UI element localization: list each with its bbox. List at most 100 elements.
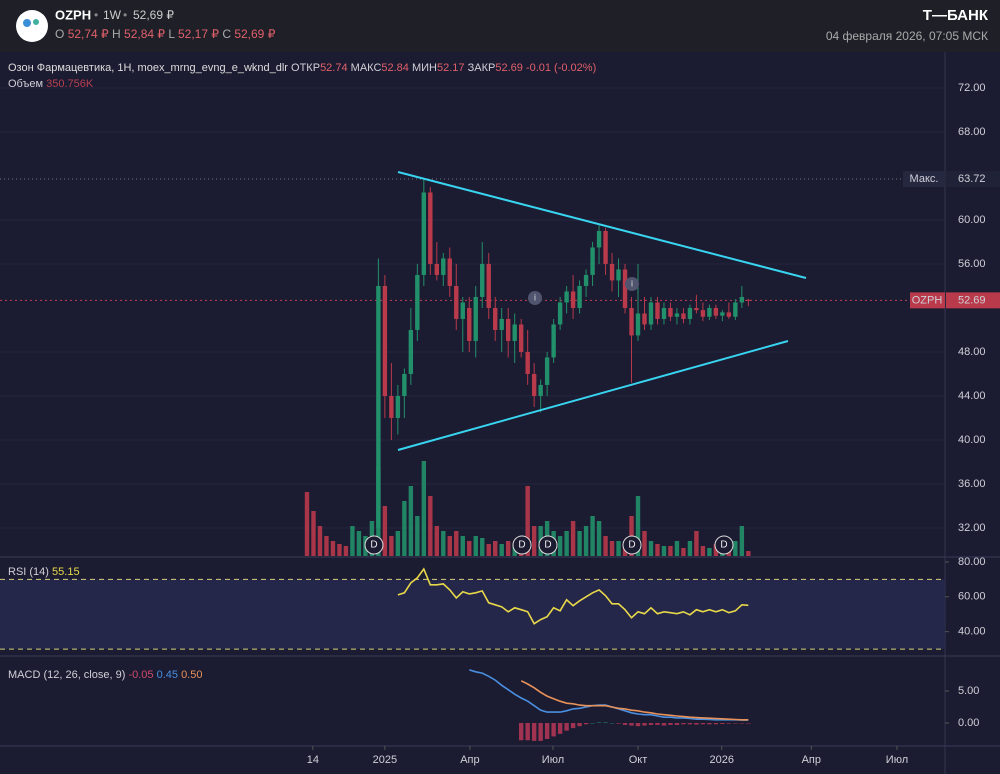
volume-bar	[668, 546, 673, 556]
candle-body	[402, 373, 407, 396]
candle-body	[467, 307, 472, 341]
info-marker[interactable]	[625, 277, 639, 291]
macd-histogram-bar	[570, 722, 576, 729]
candle-body	[551, 324, 556, 358]
brand: Т—БАНК	[923, 7, 989, 24]
y-tick-label: 60.00	[958, 214, 986, 226]
macd-hist-value: -0.05	[128, 669, 153, 681]
macd-histogram-bar	[700, 722, 706, 725]
volume-bar	[454, 531, 459, 556]
marks: 32.00 36.00 40.00 44.00 48.00 56.00 60.00 68.00…	[0, 82, 1000, 766]
macd-histogram-bar	[603, 722, 608, 723]
macd-histogram-bar	[726, 722, 732, 724]
volume-bar	[577, 531, 582, 556]
volume-bar	[389, 536, 394, 556]
volume-bar	[590, 516, 595, 556]
macd-histogram-bar	[635, 722, 641, 727]
last-value: 52.69	[958, 294, 986, 306]
volume-bar	[493, 541, 498, 556]
rsi-line	[397, 567, 749, 625]
dividend-marker[interactable]	[512, 535, 532, 555]
candle-body	[499, 318, 504, 330]
candle-body	[674, 313, 680, 317]
candle-body	[596, 230, 602, 248]
macd-histogram-bar	[674, 722, 680, 725]
macd-histogram-bar	[590, 722, 595, 724]
y-tick-label: 56.00	[958, 258, 986, 270]
trendline	[397, 340, 789, 451]
candle-body	[616, 269, 621, 281]
rsi-tick-label: 60.00	[958, 591, 986, 603]
last-value-box	[946, 292, 1000, 309]
macd-histogram-bar	[661, 722, 667, 726]
candle-body	[629, 307, 634, 336]
volume-bar	[350, 526, 355, 556]
dividend-marker[interactable]	[364, 535, 384, 555]
macd-histogram-bar	[707, 722, 712, 725]
y-tick-label: 48.00	[958, 346, 986, 358]
dividend-marker[interactable]	[538, 535, 558, 555]
interval: 1W	[103, 8, 122, 22]
macd-histogram-bar	[544, 722, 550, 739]
macd-histogram-bar	[564, 722, 569, 731]
macd-legend: MACD (12, 26, close, 9) -0.05 0.45 0.50	[8, 669, 202, 681]
macd-histogram-bar	[609, 722, 615, 724]
macd-histogram-bar	[668, 722, 673, 725]
rsi-last: 55.15	[52, 566, 80, 578]
macd-histogram-bar	[616, 722, 621, 724]
candle-body	[480, 263, 485, 297]
candle-body	[609, 263, 615, 281]
volume-bar	[687, 541, 693, 556]
volume-bar	[596, 521, 602, 556]
macd-histogram-bar	[655, 722, 660, 725]
candle-body	[447, 258, 452, 286]
volume-bar	[499, 544, 504, 556]
legend-value: 52.84	[381, 62, 409, 74]
info-text: i	[631, 278, 633, 288]
candle-body	[746, 299, 751, 301]
dividend-marker[interactable]	[714, 535, 734, 555]
dividend-marker[interactable]	[622, 535, 642, 555]
volume-bar	[609, 541, 615, 556]
macd-histogram-bar	[739, 722, 745, 724]
legend-value: 52.74	[320, 62, 348, 74]
candle-body	[570, 291, 576, 308]
x-tick-label: Июл	[542, 754, 564, 766]
legend-change: -0.01 (-0.02%)	[526, 62, 596, 74]
candle-body	[661, 307, 667, 319]
candle-body	[564, 291, 569, 303]
volume-bar	[467, 541, 472, 556]
logo-dot	[33, 19, 39, 25]
candle-body	[473, 296, 478, 341]
candle-body	[454, 285, 459, 319]
volume-bar	[441, 531, 446, 556]
candle-body	[382, 285, 388, 396]
macd-histogram-bar	[642, 722, 647, 726]
volume-bar	[661, 546, 667, 556]
datetime: 04 февраля 2026, 07:05 МСК	[826, 29, 988, 43]
x-tick-label: Июл	[886, 754, 908, 766]
candle-body	[726, 312, 732, 317]
volume-bar	[733, 541, 738, 556]
volume-bar	[415, 516, 420, 556]
dividend-text: D	[370, 540, 377, 551]
macd-title: MACD (12, 26, close, 9)	[8, 669, 125, 681]
volume-bar	[746, 550, 751, 556]
volume-bar	[557, 536, 563, 556]
last-label-box	[910, 292, 945, 309]
volume-bar	[713, 544, 719, 556]
volume-bar	[304, 492, 310, 556]
candle-body	[460, 302, 465, 319]
dividend-text: D	[518, 540, 525, 551]
macd-histogram-bar	[538, 722, 543, 741]
volume-bar	[356, 531, 362, 556]
ohlc-label: C	[222, 27, 231, 41]
max-value: 63.72	[958, 173, 986, 185]
candle-body	[681, 313, 686, 319]
volume-bar	[337, 544, 342, 556]
info-marker[interactable]	[528, 291, 542, 305]
y-tick-label: 32.00	[958, 522, 986, 534]
volume-bar	[473, 536, 478, 556]
